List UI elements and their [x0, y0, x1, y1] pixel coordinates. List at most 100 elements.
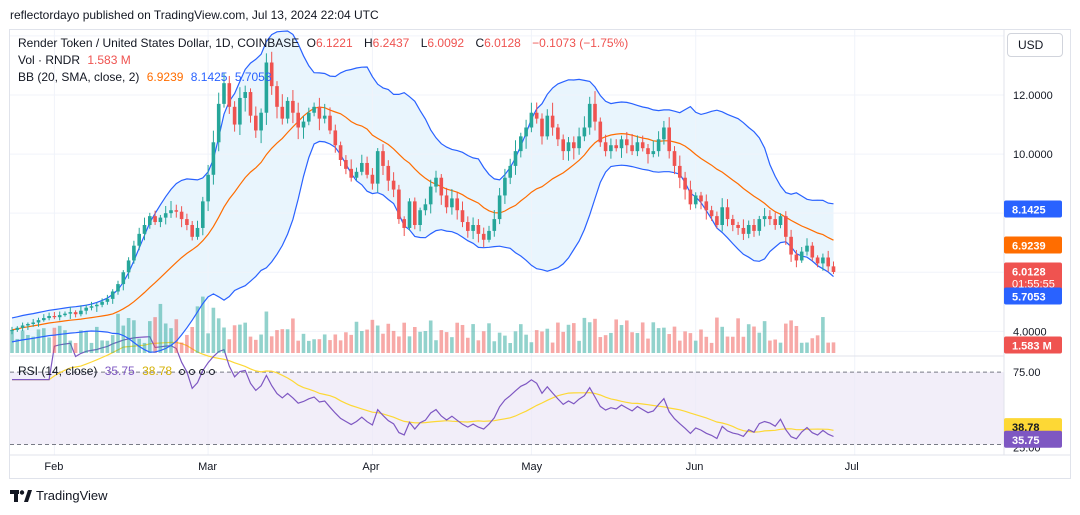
chart-frame [9, 29, 1071, 479]
candle-body [142, 225, 147, 234]
price-tick-label: 10.0000 [1013, 149, 1053, 161]
candle-body [322, 115, 327, 119]
volume-bar [26, 334, 30, 353]
volume-bar [731, 336, 735, 353]
candle-body [810, 245, 815, 258]
candle-body [206, 174, 210, 202]
candle-body [344, 160, 348, 169]
candle-body [635, 142, 640, 152]
volume-bar [815, 335, 820, 353]
candle-body [678, 165, 682, 178]
candle-body [269, 62, 274, 87]
candle-body [216, 103, 221, 143]
volume-bar [163, 323, 168, 353]
volume-bar [455, 322, 459, 353]
candle-body [185, 219, 189, 225]
candle-body [121, 272, 126, 285]
volume-bar [47, 337, 51, 353]
volume-bar [471, 324, 475, 353]
bb-upper-price-tag: 8.1425 [1012, 204, 1046, 216]
candle-body [577, 136, 581, 149]
currency-button[interactable]: USD [1007, 33, 1063, 57]
volume-bar [100, 340, 104, 353]
volume-bar [487, 323, 491, 353]
candle-body [598, 121, 603, 143]
volume-bar [248, 336, 253, 353]
rsi-visibility-icons[interactable] [179, 364, 219, 378]
volume-bar [826, 342, 830, 353]
candle-body [619, 139, 624, 149]
candle-body [227, 83, 232, 107]
volume-bar [704, 336, 709, 353]
candle-body [116, 284, 120, 292]
candle-body [688, 189, 693, 205]
candle-body [163, 213, 168, 218]
volume-bar [651, 322, 656, 353]
candle-body [68, 312, 73, 314]
candle-body [428, 186, 433, 205]
candle-body [84, 307, 88, 311]
volume-bar [540, 331, 544, 353]
candle-body [20, 325, 25, 328]
volume-bar [132, 320, 136, 353]
volume-bar [52, 327, 57, 353]
rsi-value: 35.75 [104, 364, 135, 378]
volume-bar [715, 317, 719, 353]
volume-bar [688, 333, 693, 353]
volume-bar [142, 342, 147, 353]
symbol-title[interactable]: Render Token / United States Dollar, 1D,… [18, 36, 300, 50]
volume-bar [126, 318, 131, 353]
candle-body [232, 106, 237, 125]
candle-body [434, 177, 438, 187]
volume-bar [683, 331, 687, 353]
volume-bar [784, 323, 788, 353]
volume-bar [232, 325, 237, 353]
volume-bar [572, 323, 576, 353]
volume-bar [365, 329, 369, 353]
volume-bar [460, 324, 465, 353]
volume-bar [736, 318, 740, 353]
volume-bar [577, 340, 581, 353]
volume-bar [201, 296, 205, 353]
volume-bar [238, 324, 242, 353]
candle-body [275, 86, 279, 107]
bb-label[interactable]: BB (20, SMA, close, 2) [18, 70, 140, 84]
candle-body [497, 195, 502, 220]
volume-bar [582, 317, 587, 353]
candle-body [646, 148, 650, 155]
rsi-label[interactable]: RSI (14, close) [18, 364, 98, 378]
volume-bar [508, 342, 512, 353]
tradingview-brand: TradingView [36, 488, 108, 503]
last-price-tag-countdown: 01:55:55 [1012, 278, 1055, 290]
volume-bar [598, 337, 603, 353]
volume-bar [428, 320, 433, 353]
volume-bar [699, 329, 703, 353]
candle-body [815, 257, 820, 264]
time-tick-label: Mar [198, 461, 217, 473]
volume-bar [349, 334, 353, 353]
candle-body [614, 145, 618, 149]
tradingview-logo[interactable]: TradingView [10, 488, 108, 503]
bb-legend: BB (20, SMA, close, 2) 6.9239 8.1425 5.7… [18, 70, 276, 84]
volume-bar [79, 330, 83, 353]
rsi-tag-bg [1004, 430, 1062, 448]
volume-bar [296, 340, 300, 353]
candle-body [582, 127, 587, 137]
volume-bar [466, 337, 470, 353]
volume-bar [185, 334, 189, 353]
candle-body [757, 219, 762, 231]
candle-body [349, 168, 353, 178]
volume-bar [360, 331, 364, 353]
volume-bar [370, 319, 375, 353]
candle-body [444, 195, 449, 208]
volume-bar [619, 325, 624, 353]
volume-bar [635, 333, 640, 353]
volume-bar [407, 336, 412, 353]
candle-body [413, 201, 417, 225]
volume-bar [656, 328, 661, 353]
volume-bar [243, 322, 247, 353]
volume-label[interactable]: Vol · RNDR [18, 53, 81, 67]
volume-bar [746, 324, 751, 353]
candle-body [148, 216, 152, 225]
